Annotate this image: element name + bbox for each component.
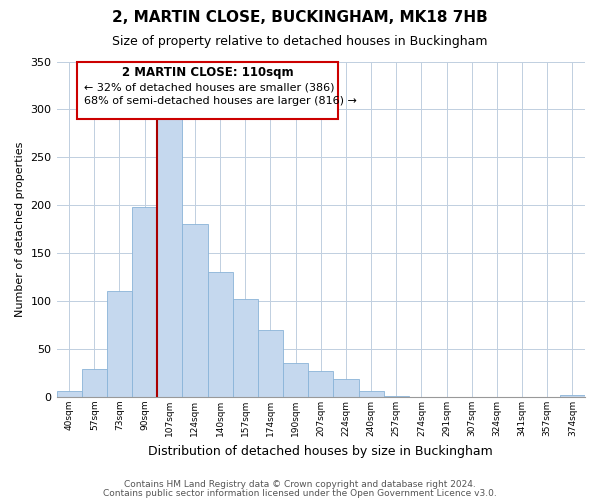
Bar	[359, 392, 383, 397]
Bar	[56, 392, 82, 397]
Bar	[182, 224, 208, 397]
Text: Contains public sector information licensed under the Open Government Licence v3: Contains public sector information licen…	[103, 490, 497, 498]
Bar	[258, 330, 283, 397]
Bar	[77, 62, 338, 119]
Text: 2 MARTIN CLOSE: 110sqm: 2 MARTIN CLOSE: 110sqm	[122, 66, 293, 80]
Bar	[283, 364, 308, 397]
Bar	[233, 299, 258, 397]
Text: ← 32% of detached houses are smaller (386): ← 32% of detached houses are smaller (38…	[84, 82, 335, 92]
Text: 2, MARTIN CLOSE, BUCKINGHAM, MK18 7HB: 2, MARTIN CLOSE, BUCKINGHAM, MK18 7HB	[112, 10, 488, 25]
Bar	[208, 272, 233, 397]
Text: Contains HM Land Registry data © Crown copyright and database right 2024.: Contains HM Land Registry data © Crown c…	[124, 480, 476, 489]
Bar	[383, 396, 409, 397]
Bar	[308, 371, 334, 397]
Bar	[107, 290, 132, 397]
Text: Size of property relative to detached houses in Buckingham: Size of property relative to detached ho…	[112, 35, 488, 48]
Bar	[560, 395, 585, 397]
Bar	[132, 207, 157, 397]
Y-axis label: Number of detached properties: Number of detached properties	[15, 142, 25, 317]
Text: 68% of semi-detached houses are larger (816) →: 68% of semi-detached houses are larger (…	[84, 96, 357, 106]
X-axis label: Distribution of detached houses by size in Buckingham: Distribution of detached houses by size …	[148, 444, 493, 458]
Bar	[334, 379, 359, 397]
Bar	[157, 114, 182, 397]
Bar	[82, 369, 107, 397]
